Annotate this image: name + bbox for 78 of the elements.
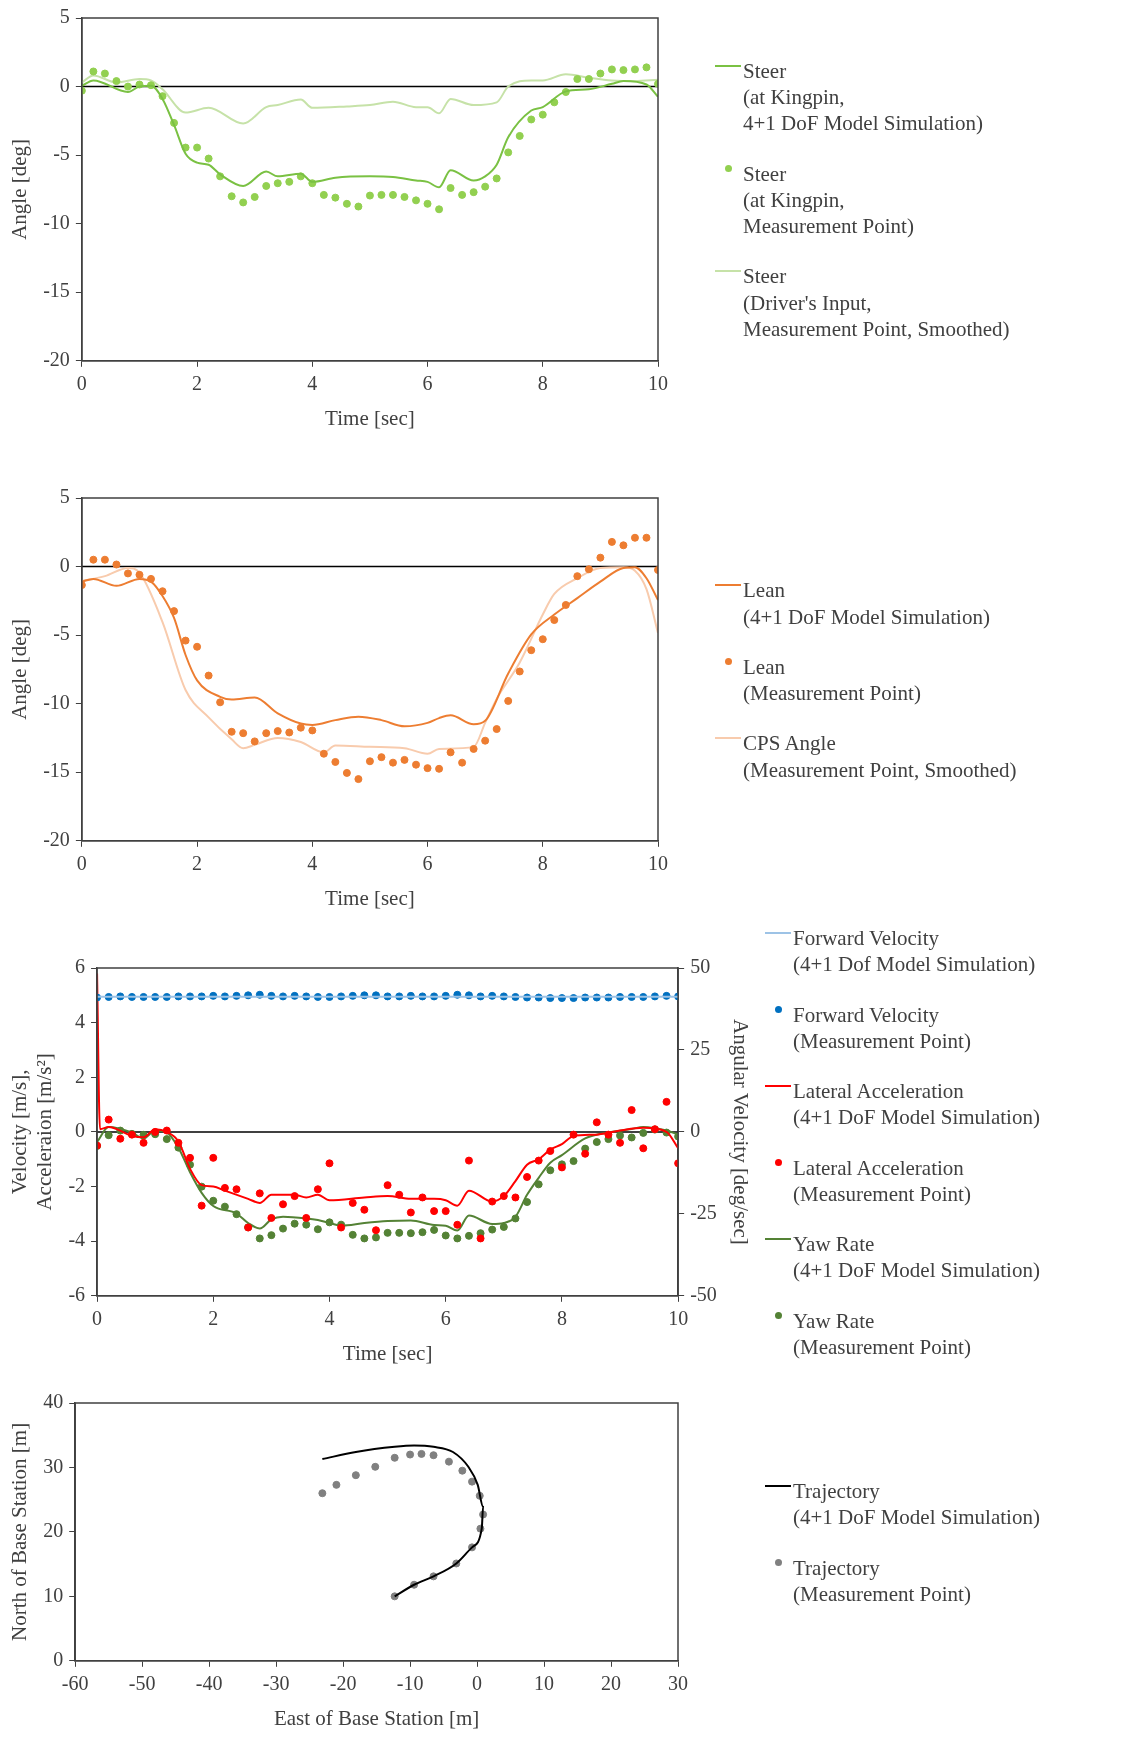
x-tick-label: -60 <box>61 1672 89 1695</box>
legend-label: Trajectory (Measurement Point) <box>793 1554 971 1607</box>
x-tick-label: 8 <box>556 1307 567 1330</box>
legend-label: Lateral Acceleration (Measurement Point) <box>793 1154 971 1207</box>
legend-label: Lean (4+1 DoF Model Simulation) <box>743 577 990 630</box>
x-tick-label: 2 <box>192 852 203 875</box>
x-tick-label: 6 <box>422 372 433 395</box>
legend-label: Yaw Rate (4+1 DoF Model Simulation) <box>793 1231 1040 1284</box>
x-tick-label: 30 <box>668 1672 688 1695</box>
y-tick-label: 40 <box>43 1390 64 1413</box>
y-axis-title: Angle [deg] <box>7 618 32 720</box>
y-tick-label: -10 <box>43 210 70 233</box>
y2-tick-label: -25 <box>690 1201 717 1224</box>
y2-tick-label: 50 <box>690 955 711 978</box>
legend-label: Lean (Measurement Point) <box>743 653 921 707</box>
y-tick-label: -2 <box>68 1173 86 1196</box>
legend-label: Forward Velocity (4+1 Dof Model Simulation) <box>793 925 1036 978</box>
x-tick-label: -30 <box>262 1672 290 1695</box>
legend-label: Steer (at Kingpin, 4+1 DoF Model Simulation) <box>743 57 983 137</box>
y-tick-label: -20 <box>43 348 70 371</box>
y-axis-title: Velocity [m/s], Acceleraion [m/s²] <box>7 1053 57 1211</box>
x-tick-label: 2 <box>192 372 203 395</box>
x-tick-label: 4 <box>324 1307 335 1330</box>
x-tick-label: 2 <box>208 1307 219 1330</box>
legend-label: Trajectory (4+1 DoF Model Simulation) <box>793 1478 1040 1531</box>
x-tick-label: -20 <box>329 1672 357 1695</box>
y-tick-label: 20 <box>43 1519 64 1542</box>
x-axis-title: Time [sec] <box>325 885 415 910</box>
y-tick-label: -10 <box>43 690 70 713</box>
y-tick-label: 4 <box>75 1009 86 1032</box>
legend-label: CPS Angle (Measurement Point, Smoothed) <box>743 730 1017 783</box>
y2-tick-label: 25 <box>690 1037 711 1060</box>
x-tick-label: 10 <box>668 1307 689 1330</box>
x-tick-label: 6 <box>440 1307 451 1330</box>
legend-label: Forward Velocity (Measurement Point) <box>793 1001 971 1054</box>
y-tick-label: 5 <box>59 5 70 28</box>
x-tick-label: -50 <box>128 1672 156 1695</box>
x-tick-label: 10 <box>648 852 668 875</box>
x-axis-title: Time [sec] <box>325 405 415 430</box>
y2-tick-label: -50 <box>690 1283 717 1306</box>
x-tick-label: 6 <box>422 852 433 875</box>
y-tick-label: -15 <box>43 759 70 782</box>
y-tick-label: 10 <box>43 1583 64 1606</box>
y-tick-label: -5 <box>53 142 70 165</box>
y-axis-title: North of Base Station [m] <box>7 1422 32 1641</box>
y-tick-label: 0 <box>53 1648 64 1671</box>
y-axis-title: Angle [deg] <box>7 138 32 240</box>
x-tick-label: 4 <box>307 372 318 395</box>
y-tick-label: -5 <box>53 622 70 645</box>
x-tick-label: -10 <box>396 1672 424 1695</box>
legend-label: Lateral Acceleration (4+1 DoF Model Simulation) <box>793 1078 1040 1131</box>
x-tick-label: 10 <box>648 372 668 395</box>
y-tick-label: -15 <box>43 279 70 302</box>
x-tick-label: 0 <box>472 1672 483 1695</box>
x-tick-label: 0 <box>92 1307 103 1330</box>
legend-label: Steer (at Kingpin, Measurement Point) <box>743 160 914 240</box>
y-tick-label: 0 <box>75 1119 86 1142</box>
y-tick-label: -20 <box>43 828 70 851</box>
y-tick-label: 0 <box>59 73 70 96</box>
y-tick-label: -6 <box>68 1283 86 1306</box>
y-tick-label: 6 <box>75 955 86 978</box>
legend-label: Yaw Rate (Measurement Point) <box>793 1307 971 1360</box>
y2-axis-title: Angular Velocity [deg/sec] <box>728 1018 753 1245</box>
x-tick-label: 20 <box>601 1672 622 1695</box>
x-tick-label: 10 <box>534 1672 555 1695</box>
y2-tick-label: 0 <box>690 1119 701 1142</box>
y-tick-label: -4 <box>68 1228 86 1251</box>
y-tick-label: 5 <box>59 485 70 508</box>
x-tick-label: 8 <box>537 852 548 875</box>
legend-label: Steer (Driver's Input, Measurement Point, Smoothed) <box>743 263 1010 343</box>
y-tick-label: 0 <box>59 553 70 576</box>
x-tick-label: 4 <box>307 852 318 875</box>
y-tick-label: 2 <box>75 1064 86 1087</box>
x-axis-title: Time [sec] <box>342 1340 433 1365</box>
x-tick-label: -40 <box>195 1672 223 1695</box>
y-tick-label: 30 <box>43 1454 64 1477</box>
x-axis-title: East of Base Station [m] <box>273 1705 480 1730</box>
x-tick-label: 8 <box>537 372 548 395</box>
